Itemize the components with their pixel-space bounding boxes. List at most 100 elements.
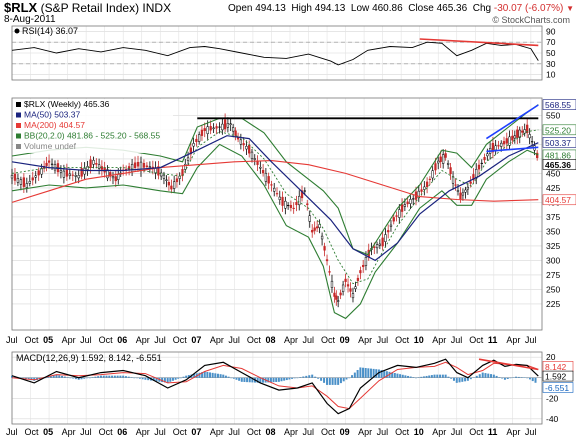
macd-hist-bar — [495, 375, 498, 378]
macd-hist-bar — [328, 377, 331, 385]
candle-body — [74, 175, 77, 177]
macd-tick-label: -20 — [546, 393, 559, 403]
candle-body — [400, 204, 404, 212]
candle-body — [335, 295, 338, 300]
rsi-tick-label: 90 — [546, 26, 556, 36]
candle-body — [398, 209, 401, 218]
candle-body — [395, 215, 398, 217]
x-tick-label-bottom: Apr — [136, 427, 150, 437]
macd-hist-bar — [444, 374, 447, 378]
candle-body — [239, 139, 243, 145]
macd-hist-bar — [401, 374, 404, 378]
price-tick-label: 225 — [546, 299, 560, 309]
macd-hist-bar — [498, 377, 501, 378]
x-tick-label: Oct — [469, 335, 484, 345]
macd-hist-bar — [369, 368, 372, 378]
candle-body — [339, 292, 342, 296]
macd-hist-bar — [391, 372, 394, 378]
candle-body — [264, 172, 268, 182]
candle-body — [184, 163, 187, 170]
x-tick-label-bottom: Jul — [80, 427, 92, 437]
chg-label: Chg — [472, 3, 492, 14]
candle-body — [89, 159, 92, 168]
candle-body — [259, 166, 262, 169]
candle-body — [333, 292, 336, 297]
candle-body — [236, 137, 240, 140]
candle-body — [378, 243, 381, 246]
candle-body — [516, 129, 519, 138]
x-tick-label: 10 — [414, 335, 424, 345]
candle-body — [308, 215, 311, 222]
macd-hist-bar — [66, 377, 69, 378]
macd-hist-bar — [396, 373, 399, 378]
candle-body — [186, 157, 190, 161]
x-tick-label: Oct — [321, 335, 336, 345]
macd-hist-bar — [272, 377, 275, 383]
macd-hist-bar — [420, 376, 423, 378]
x-tick-label: 05 — [43, 335, 53, 345]
macd-hist-bar — [187, 375, 190, 378]
macd-hist-bar — [452, 377, 455, 381]
macd-hist-bar — [414, 377, 417, 379]
price-tag-box — [542, 194, 576, 206]
candle-body — [178, 175, 181, 179]
macd-hist-bar — [248, 377, 251, 383]
x-tick-label: 09 — [340, 335, 350, 345]
candle-body — [160, 172, 163, 177]
macd-hist-bar — [291, 377, 294, 379]
macd-hist-bar — [122, 375, 125, 378]
macd-hist-bar — [230, 377, 233, 379]
candle-body — [127, 166, 131, 170]
macd-hist-bar — [30, 377, 33, 381]
macd-hist-bar — [72, 377, 75, 379]
candle-body — [480, 162, 483, 164]
candle-body — [289, 204, 293, 208]
x-tick-label-bottom: Oct — [173, 427, 188, 437]
candle-body — [425, 181, 429, 188]
candle-body — [250, 151, 254, 159]
price-tag: 503.37 — [545, 138, 571, 148]
candle-body — [530, 141, 534, 143]
candle-body — [483, 157, 486, 161]
macd-hist-bar — [130, 377, 133, 378]
macd-hist-bar — [74, 377, 77, 380]
candle-body — [513, 135, 516, 139]
x-tick-label: Apr — [506, 335, 520, 345]
rsi-trendline — [419, 38, 539, 47]
price-tick-label: 350 — [546, 226, 560, 236]
low-label: Low — [350, 3, 370, 14]
x-tick-label: 06 — [117, 335, 127, 345]
macd-hist-bar — [515, 376, 518, 378]
macd-hist-bar — [433, 374, 436, 378]
macd-hist-bar — [88, 377, 91, 379]
candle-body — [34, 175, 37, 178]
macd-hist-bar — [91, 377, 94, 378]
macd-hist-bar — [334, 377, 337, 385]
candle-body — [95, 163, 98, 165]
macd-hist-bar — [353, 372, 356, 378]
candle-body — [472, 174, 475, 180]
candle-body — [71, 174, 74, 176]
macd-hist-bar — [283, 377, 286, 381]
macd-hist-bar — [251, 377, 254, 383]
candle-body — [145, 165, 149, 168]
x-tick-label-bottom: Oct — [25, 427, 40, 437]
macd-hist-bar — [417, 377, 420, 378]
macd-hist-bar — [185, 375, 188, 378]
macd-hist-bar — [27, 377, 30, 380]
x-tick-label-bottom: Apr — [358, 427, 372, 437]
macd-hist-bar — [412, 377, 415, 378]
candle-body — [469, 181, 472, 184]
candle-body — [511, 135, 514, 141]
macd-hist-bar — [102, 375, 105, 378]
x-tick-label: Oct — [247, 335, 262, 345]
macd-hist-bar — [105, 375, 108, 378]
candle-body — [298, 196, 301, 206]
macd-hist-bar — [193, 373, 196, 378]
macd-hist-bar — [211, 372, 214, 378]
candle-body — [330, 280, 334, 288]
x-tick-label: Jul — [228, 335, 240, 345]
candle-body — [226, 123, 230, 128]
legend-swatch — [16, 133, 21, 139]
bb-upper-line — [11, 104, 539, 256]
